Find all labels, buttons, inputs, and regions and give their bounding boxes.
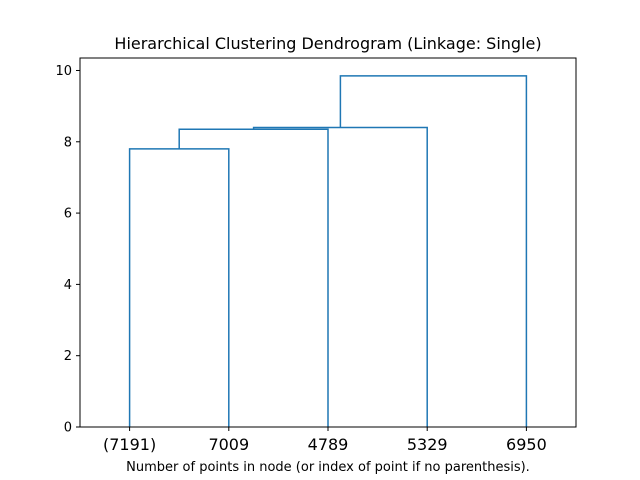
y-tick-label: 10 bbox=[55, 64, 72, 79]
leaf-label: 7009 bbox=[208, 435, 249, 454]
y-tick-label: 6 bbox=[64, 207, 72, 222]
x-axis-label: Number of points in node (or index of po… bbox=[126, 460, 530, 475]
leaf-labels: (7191) 7009 4789 5329 6950 bbox=[103, 427, 547, 454]
y-axis-ticks: 0 2 4 6 8 10 bbox=[55, 64, 80, 436]
y-tick-label: 8 bbox=[64, 135, 72, 150]
dendrogram-links bbox=[128, 75, 528, 427]
leaf-label: 4789 bbox=[308, 435, 349, 454]
leaf-label: 6950 bbox=[506, 435, 547, 454]
dendrogram-link bbox=[252, 126, 428, 427]
y-tick-label: 2 bbox=[64, 349, 72, 364]
dendrogram-link bbox=[339, 75, 528, 427]
leaf-label: 5329 bbox=[407, 435, 448, 454]
y-tick-label: 4 bbox=[64, 278, 72, 293]
dendrogram-link bbox=[178, 128, 329, 427]
y-tick-label: 0 bbox=[64, 421, 72, 436]
leaf-label: (7191) bbox=[103, 435, 156, 454]
dendrogram-link bbox=[128, 148, 230, 427]
chart-title: Hierarchical Clustering Dendrogram (Link… bbox=[114, 34, 541, 53]
